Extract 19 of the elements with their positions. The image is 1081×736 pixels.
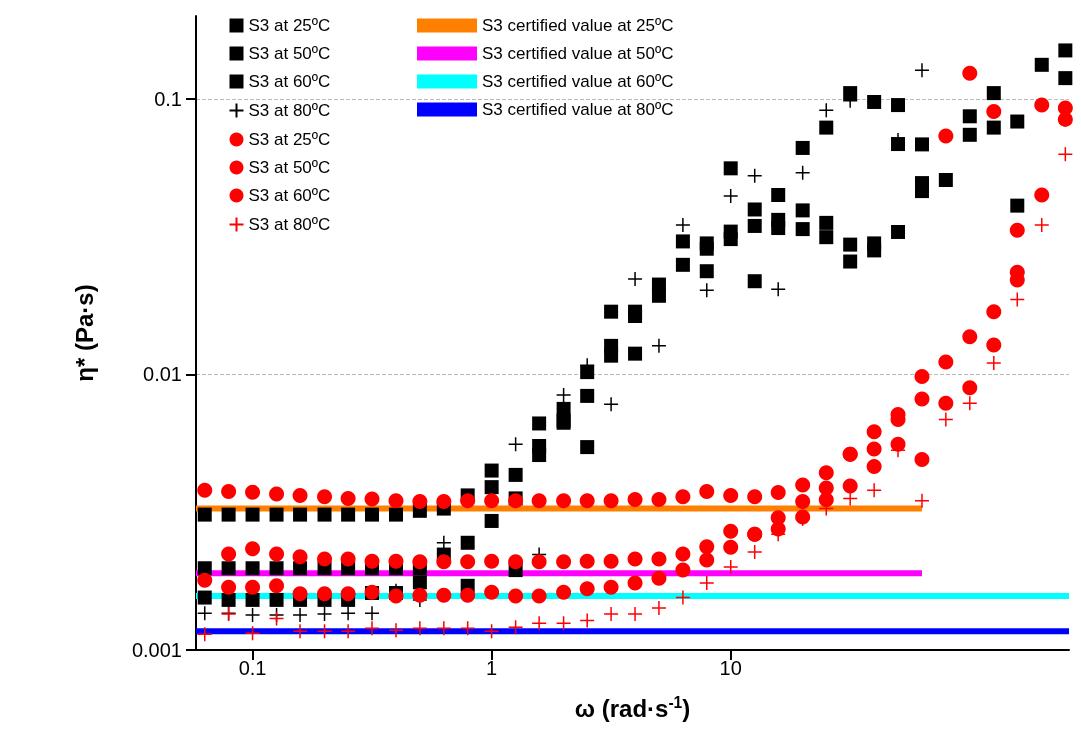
legend-label: S3 at 80ºC <box>248 101 331 120</box>
x-tick-label: 1 <box>486 657 498 679</box>
legend-label: S3 certified value at 50ºC <box>482 44 674 63</box>
legend-label: S3 at 25ºC <box>248 130 331 149</box>
x-tick-label: 0.1 <box>238 657 267 679</box>
x-tick-label: 10 <box>719 657 742 679</box>
legend-label: S3 at 60ºC <box>248 186 331 205</box>
y-tick-label: 0.01 <box>143 363 182 386</box>
legend-label: S3 at 80ºC <box>248 215 331 234</box>
legend-label: S3 at 50ºC <box>248 44 331 63</box>
legend-label: S3 at 25ºC <box>248 16 331 35</box>
legend-label: S3 certified value at 60ºC <box>482 72 674 91</box>
legend-label: S3 certified value at 25ºC <box>482 16 674 35</box>
legend-label: S3 certified value at 80ºC <box>482 100 674 119</box>
y-tick-label: 0.1 <box>154 87 182 110</box>
y-tick-label: 0.001 <box>131 639 182 661</box>
legend-label: S3 at 60ºC <box>248 72 331 91</box>
legend-label: S3 at 50ºC <box>248 158 331 177</box>
y-axis-title: η* (Pa·s) <box>70 284 98 382</box>
